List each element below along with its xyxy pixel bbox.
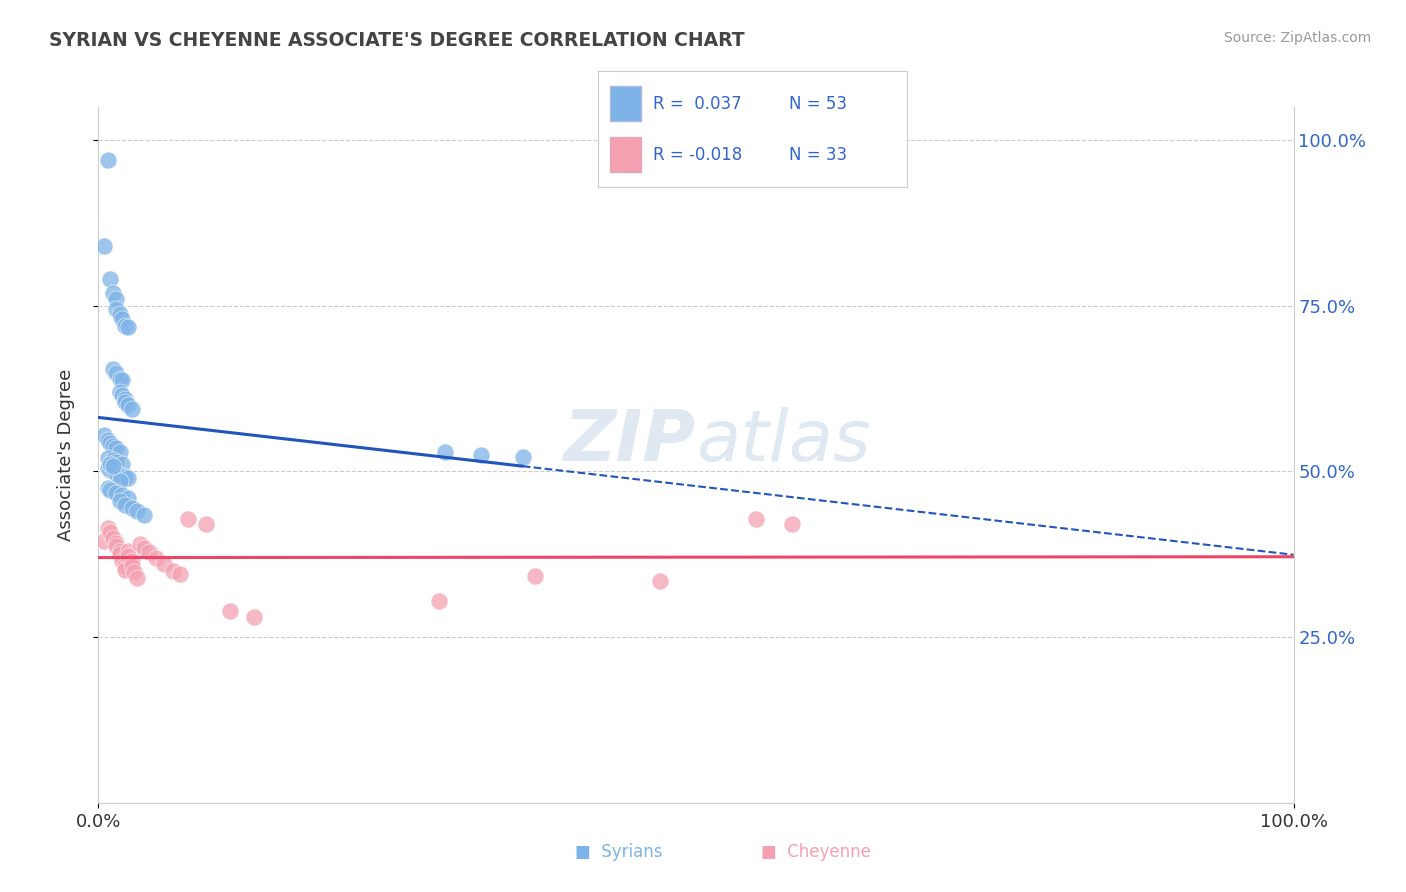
Point: [105, 466, 128, 480]
Point: [114, 392, 136, 406]
Point: [108, 384, 131, 399]
Point: [97, 521, 120, 535]
Text: Source: ZipAtlas.com: Source: ZipAtlas.com: [1223, 31, 1371, 45]
Text: R =  0.037: R = 0.037: [654, 95, 742, 112]
Y-axis label: Associate's Degree: Associate's Degree: [56, 368, 75, 541]
Point: [129, 537, 152, 551]
Text: atlas: atlas: [696, 407, 870, 475]
Point: [97, 461, 120, 475]
Point: [105, 442, 128, 456]
Point: [111, 554, 134, 568]
Point: [177, 512, 200, 526]
Point: [98, 457, 122, 471]
Point: [243, 610, 266, 624]
Point: [114, 395, 136, 409]
Point: [105, 292, 128, 306]
Point: [101, 361, 124, 376]
Point: [194, 517, 218, 532]
Text: SYRIAN VS CHEYENNE ASSOCIATE'S DEGREE CORRELATION CHART: SYRIAN VS CHEYENNE ASSOCIATE'S DEGREE CO…: [49, 31, 745, 50]
Point: [97, 433, 120, 447]
Point: [125, 504, 148, 518]
Point: [132, 508, 155, 522]
Point: [93, 428, 115, 442]
Point: [114, 498, 136, 512]
Point: [648, 574, 672, 588]
Point: [111, 312, 134, 326]
Point: [101, 465, 124, 479]
Point: [219, 604, 242, 618]
Point: [105, 367, 128, 381]
Point: [523, 569, 546, 583]
Point: [101, 531, 124, 545]
Text: ■  Cheyenne: ■ Cheyenne: [761, 843, 870, 861]
Point: [153, 558, 176, 572]
Point: [162, 564, 184, 578]
Point: [105, 536, 128, 550]
Bar: [610, 137, 641, 172]
Text: N = 33: N = 33: [789, 146, 848, 164]
Point: [132, 541, 155, 555]
Point: [121, 401, 143, 416]
Point: [114, 470, 136, 484]
Point: [101, 459, 124, 474]
Point: [105, 485, 128, 500]
Text: N = 53: N = 53: [789, 95, 848, 112]
Point: [93, 534, 115, 549]
Point: [111, 373, 134, 387]
Point: [105, 454, 128, 468]
Bar: [610, 87, 641, 121]
Point: [117, 471, 139, 485]
Point: [117, 398, 139, 412]
Point: [108, 475, 131, 489]
Point: [98, 463, 122, 477]
Point: [117, 549, 139, 564]
Point: [512, 450, 534, 464]
Point: [145, 550, 167, 565]
Point: [121, 500, 143, 515]
Point: [98, 436, 122, 450]
Point: [121, 558, 143, 573]
Point: [111, 388, 134, 402]
Point: [108, 444, 131, 458]
Point: [138, 545, 160, 559]
Point: [114, 563, 136, 577]
Point: [121, 554, 143, 568]
Point: [117, 491, 139, 505]
Point: [101, 452, 124, 467]
Point: [108, 494, 131, 508]
Point: [105, 302, 128, 317]
Point: [98, 483, 122, 497]
Point: [427, 593, 450, 607]
Point: [93, 239, 115, 253]
Point: [101, 439, 124, 453]
Point: [108, 544, 131, 558]
Point: [108, 467, 131, 482]
Point: [98, 272, 122, 286]
Text: R = -0.018: R = -0.018: [654, 146, 742, 164]
Point: [111, 457, 134, 471]
Point: [124, 565, 146, 579]
Point: [97, 481, 120, 495]
Point: [108, 307, 131, 321]
Point: [125, 570, 148, 584]
Text: ■  Syrians: ■ Syrians: [575, 843, 662, 861]
Point: [117, 320, 139, 334]
Point: [108, 547, 131, 561]
Point: [97, 451, 120, 466]
Point: [780, 517, 803, 532]
Point: [117, 544, 139, 558]
Point: [114, 558, 136, 573]
Point: [745, 512, 768, 526]
Point: [169, 567, 191, 582]
Point: [98, 525, 122, 540]
Point: [108, 372, 131, 386]
Point: [433, 444, 456, 458]
Point: [470, 448, 492, 462]
Point: [101, 285, 124, 300]
Point: [111, 488, 134, 502]
Text: ZIP: ZIP: [564, 407, 696, 475]
Point: [105, 539, 128, 553]
Point: [97, 153, 120, 167]
Point: [114, 318, 136, 333]
